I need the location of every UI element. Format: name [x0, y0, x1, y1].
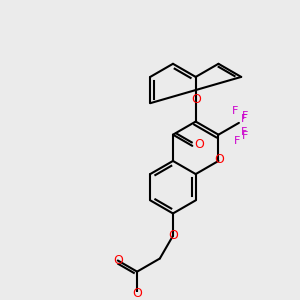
Text: O: O — [191, 93, 201, 106]
Text: O: O — [113, 254, 123, 267]
Text: F: F — [242, 111, 248, 121]
Text: F: F — [241, 127, 247, 137]
Text: F: F — [234, 136, 240, 146]
Text: O: O — [214, 154, 224, 166]
Text: O: O — [132, 287, 142, 300]
Text: F: F — [241, 114, 247, 124]
Text: O: O — [194, 138, 204, 152]
Text: O: O — [168, 229, 178, 242]
Text: F: F — [232, 106, 238, 116]
Text: F: F — [242, 131, 248, 141]
